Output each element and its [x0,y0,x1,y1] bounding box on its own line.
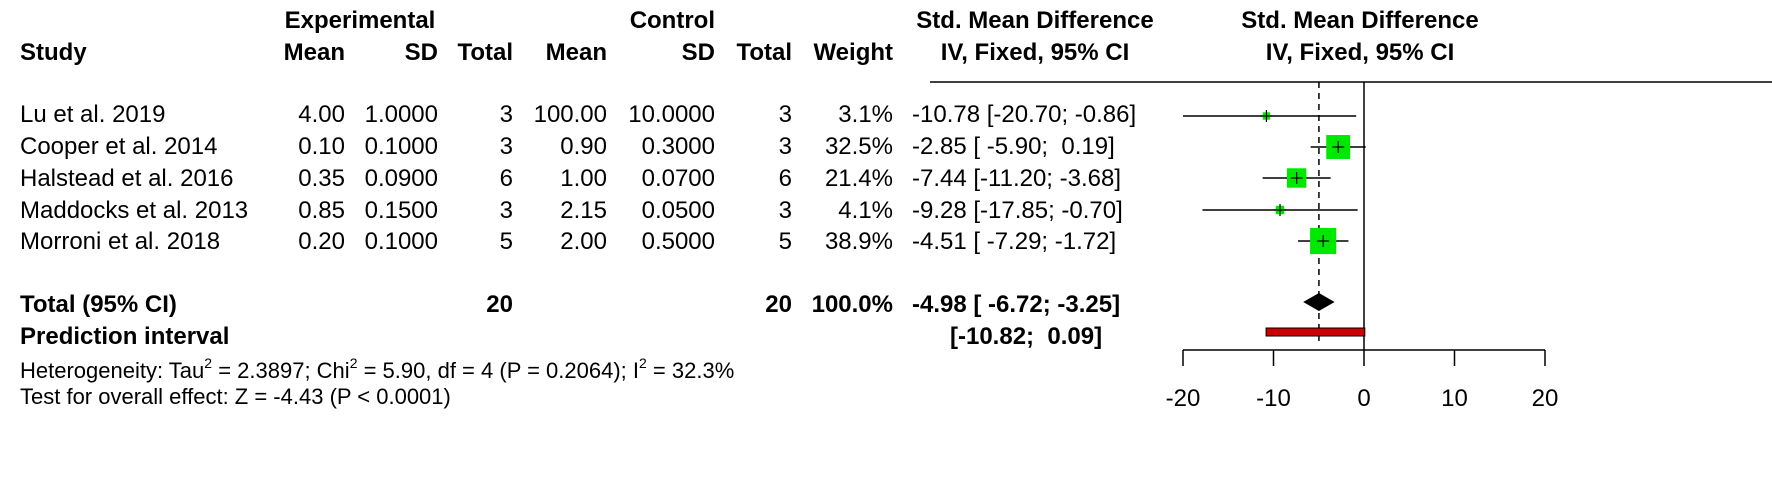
heterogeneity-text: Heterogeneity: Tau2 = 2.3897; Chi2 = 5.9… [20,355,735,383]
exp-total: 5 [499,228,513,255]
ctrl-mean: 1.00 [560,165,607,192]
study-name: Cooper et al. 2014 [20,133,218,160]
ctrl-sd: 0.5000 [641,228,715,255]
ctrl-sd: 0.3000 [641,133,715,160]
total-ci-text: -4.98 [ -6.72; -3.25] [912,291,1121,318]
study-name: Morroni et al. 2018 [20,228,221,255]
header-plot-method: IV, Fixed, 95% CI [1265,39,1455,66]
ctrl-total: 3 [778,133,792,160]
header-exp-mean: Mean [283,39,345,66]
study-name: Lu et al. 2019 [20,101,166,128]
exp-total: 3 [499,101,513,128]
header-smd-title: Std. Mean Difference [916,7,1154,34]
exp-sd: 0.1000 [364,133,438,160]
smd-ci-text: -10.78 [-20.70; -0.86] [912,101,1137,128]
exp-mean: 4.00 [298,101,345,128]
header-weight: Weight [813,39,893,66]
smd-ci-text: -4.51 [ -7.29; -1.72] [912,228,1117,255]
total-label: Total (95% CI) [20,291,177,318]
ctrl-sd: 10.0000 [628,101,715,128]
exp-mean: 0.10 [298,133,345,160]
ctrl-sd: 0.0700 [641,165,715,192]
header-study: Study [20,39,87,66]
header-experimental: Experimental [284,7,436,34]
ctrl-total: 5 [778,228,792,255]
weight: 38.9% [824,228,893,255]
overall-effect-text: Test for overall effect: Z = -4.43 (P < … [20,384,451,409]
x-tick-label: 20 [1532,385,1559,412]
exp-mean: 0.20 [298,228,345,255]
header-plot-title: Std. Mean Difference [1241,7,1479,34]
exp-sd: 0.0900 [364,165,438,192]
prediction-ci-text: [-10.82; 0.09] [950,323,1103,350]
header-ctrl-mean: Mean [545,39,607,66]
smd-ci-text: -9.28 [-17.85; -0.70] [912,197,1123,224]
weight: 21.4% [824,165,893,192]
x-tick-label: -20 [1166,385,1201,412]
x-tick-label: 10 [1441,385,1468,412]
total-exp: 20 [486,291,513,318]
x-axis-ticks: -20 -10 0 10 20 [1166,350,1559,412]
study-marks [1183,110,1366,255]
exp-mean: 0.85 [298,197,345,224]
ctrl-total: 3 [778,197,792,224]
exp-sd: 0.1000 [364,228,438,255]
ctrl-mean: 0.90 [560,133,607,160]
study-name: Maddocks et al. 2013 [20,197,249,224]
ctrl-sd: 0.0500 [641,197,715,224]
weight: 3.1% [838,101,893,128]
total-weight: 100.0% [811,291,893,318]
study-name: Halstead et al. 2016 [20,165,234,192]
ctrl-mean: 100.00 [533,101,607,128]
prediction-label: Prediction interval [20,323,230,350]
header-exp-sd: SD [404,39,438,66]
exp-total: 3 [499,133,513,160]
x-tick-label: 0 [1357,385,1370,412]
exp-total: 3 [499,197,513,224]
ctrl-mean: 2.00 [560,228,607,255]
ctrl-total: 3 [778,101,792,128]
header-ctrl-sd: SD [681,39,715,66]
exp-mean: 0.35 [298,165,345,192]
header-ctrl-total: Total [736,39,792,66]
header-exp-total: Total [457,39,513,66]
x-tick-label: -10 [1256,385,1291,412]
ctrl-mean: 2.15 [560,197,607,224]
exp-sd: 1.0000 [364,101,438,128]
weight: 32.5% [824,133,893,160]
total-ctrl: 20 [765,291,792,318]
smd-ci-text: -7.44 [-11.20; -3.68] [912,165,1122,192]
smd-ci-text: -2.85 [ -5.90; 0.19] [912,133,1115,160]
header-control: Control [629,7,715,34]
header-smd-method: IV, Fixed, 95% CI [940,39,1130,66]
ctrl-total: 6 [778,165,792,192]
exp-sd: 0.1500 [364,197,438,224]
prediction-interval-bar [1265,327,1366,337]
pooled-diamond [1303,293,1335,311]
weight: 4.1% [838,197,893,224]
exp-total: 6 [499,165,513,192]
